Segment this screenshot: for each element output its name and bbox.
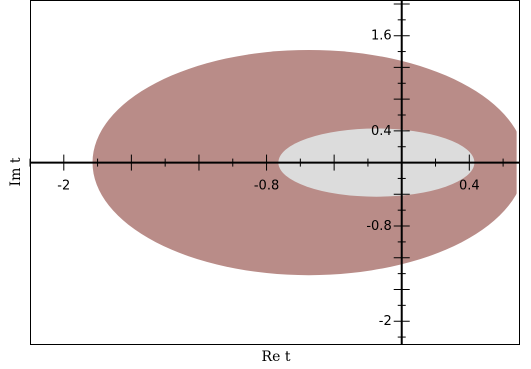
- tick-labels: -2 -0.8 0.4 1.6 0.4 -0.8 -2: [57, 29, 479, 330]
- y-tick-label: 1.6: [371, 29, 392, 44]
- x-tick-label: 0.4: [459, 179, 480, 194]
- axes: [30, 0, 520, 345]
- y-tick-label: -2: [379, 314, 392, 329]
- x-tick-label: -2: [57, 179, 70, 194]
- y-tick-label: 0.4: [371, 124, 392, 139]
- ticks: [29, 3, 504, 338]
- x-tick-label: -0.8: [254, 179, 279, 194]
- x-axis-title: Re t: [262, 349, 291, 365]
- y-axis-title: Im t: [8, 157, 24, 186]
- y-tick-label: -0.8: [366, 219, 391, 234]
